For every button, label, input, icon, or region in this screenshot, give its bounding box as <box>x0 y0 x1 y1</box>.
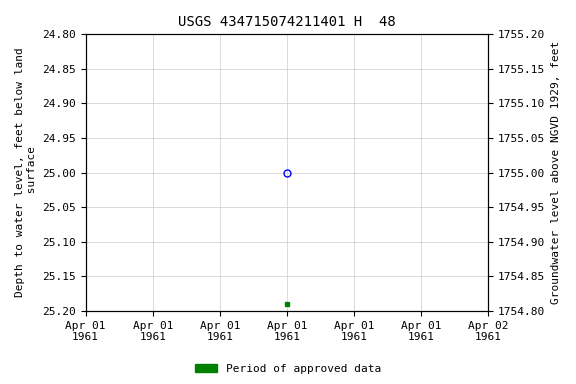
Title: USGS 434715074211401 H  48: USGS 434715074211401 H 48 <box>178 15 396 29</box>
Legend: Period of approved data: Period of approved data <box>191 359 385 379</box>
Y-axis label: Depth to water level, feet below land
 surface: Depth to water level, feet below land su… <box>15 48 37 298</box>
Y-axis label: Groundwater level above NGVD 1929, feet: Groundwater level above NGVD 1929, feet <box>551 41 561 304</box>
